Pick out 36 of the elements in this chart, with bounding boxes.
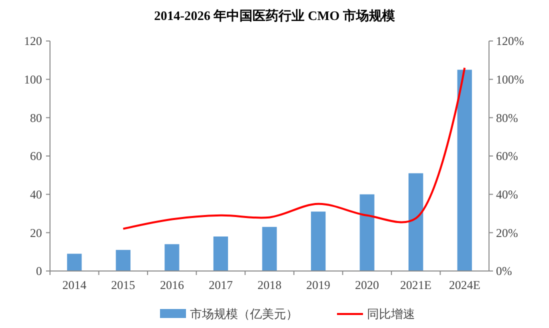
x-tick-label: 2016 <box>160 278 184 292</box>
bar <box>164 244 180 271</box>
bar <box>213 236 228 271</box>
y2-tick-label: 20% <box>496 226 518 240</box>
bar <box>262 226 277 271</box>
bar <box>360 194 374 271</box>
y-tick-label: 20 <box>30 226 42 240</box>
y-tick-label: 60 <box>30 149 42 164</box>
x-tick-label: 2020 <box>355 278 380 292</box>
legend-label: 同比增速 <box>367 307 415 322</box>
bar <box>408 173 424 271</box>
legend-label: 市场规模（亿美元） <box>190 307 298 322</box>
x-tick-label: 2019 <box>306 278 330 292</box>
x-tick-label: 2017 <box>208 278 233 292</box>
x-tick-label: 2021E <box>400 278 432 292</box>
y-tick-label: 40 <box>30 188 42 202</box>
y-tick-label: 120 <box>24 34 42 48</box>
y2-tick-label: 100% <box>496 72 524 87</box>
y2-tick-label: 80% <box>496 110 518 125</box>
bar <box>116 250 130 271</box>
y2-tick-label: 0% <box>496 264 512 278</box>
x-tick-label: 2024E <box>448 278 480 292</box>
bar <box>310 212 326 271</box>
chart-title: 2014-2026 年中国医药行业 CMO 市场规模 <box>154 8 395 23</box>
bar <box>457 70 472 271</box>
y2-tick-label: 40% <box>496 188 518 202</box>
y2-tick-label: 120% <box>496 34 524 48</box>
y-tick-label: 100 <box>24 72 42 87</box>
bar <box>67 254 82 271</box>
y-tick-label: 80 <box>30 110 42 125</box>
x-tick-label: 2014 <box>62 278 86 292</box>
y2-tick-label: 60% <box>496 149 518 164</box>
line-series <box>122 66 466 230</box>
y-tick-label: 0 <box>36 264 42 278</box>
x-tick-label: 2015 <box>111 278 136 292</box>
x-tick-label: 2018 <box>258 278 282 292</box>
